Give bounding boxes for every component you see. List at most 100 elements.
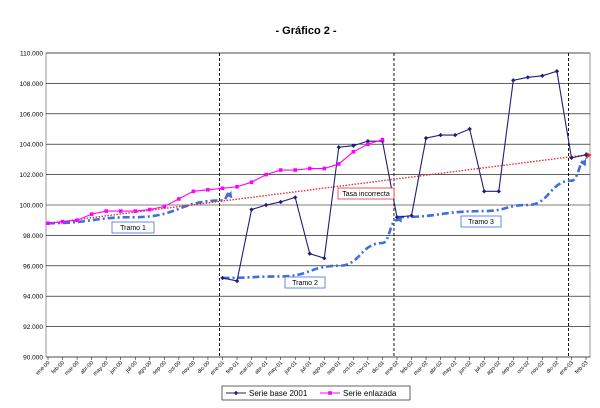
arrowhead-tasa bbox=[585, 151, 592, 160]
tramo2-label: Tramo 2 bbox=[292, 280, 318, 287]
x-tick-label: jun-01 bbox=[283, 360, 299, 376]
data-point bbox=[46, 221, 50, 226]
x-tick-label: jun-02 bbox=[457, 360, 473, 376]
x-tick-label: ene-00 bbox=[35, 360, 51, 376]
data-point bbox=[177, 197, 181, 201]
data-point bbox=[234, 278, 240, 284]
series-line-0 bbox=[222, 70, 587, 282]
legend-label-1: Serie enlazada bbox=[343, 389, 397, 398]
y-tick-label: 110.000 bbox=[20, 51, 43, 58]
data-point bbox=[351, 143, 356, 148]
data-point bbox=[511, 78, 516, 83]
data-point bbox=[496, 189, 501, 194]
legend-box bbox=[221, 385, 411, 401]
data-point bbox=[206, 188, 210, 192]
x-tick-label: ene-03 bbox=[559, 360, 575, 376]
y-tick-label: 90.000 bbox=[23, 355, 43, 362]
data-point bbox=[337, 162, 341, 166]
tramo2-box bbox=[284, 276, 326, 289]
data-point bbox=[380, 137, 385, 142]
x-tick-label: ene-01 bbox=[210, 360, 226, 376]
x-tick-label: sep-00 bbox=[152, 360, 168, 376]
x-tick-label: may-02 bbox=[441, 360, 458, 377]
data-point bbox=[89, 212, 94, 216]
data-point bbox=[249, 207, 254, 212]
data-point bbox=[409, 213, 414, 218]
x-tick-label: jun-00 bbox=[108, 360, 124, 376]
tramo3-label: Tramo 3 bbox=[468, 219, 494, 226]
y-tick-label: 100.000 bbox=[20, 203, 44, 210]
data-point bbox=[278, 168, 283, 172]
data-point bbox=[525, 75, 531, 80]
legend-label-0: Serie base 2001 bbox=[249, 389, 308, 398]
data-point bbox=[336, 145, 342, 150]
data-point bbox=[264, 172, 268, 177]
y-tick-label: 96.000 bbox=[23, 263, 43, 270]
data-point bbox=[322, 166, 327, 171]
y-tick-label: 104.000 bbox=[20, 142, 44, 149]
x-tick-label: ago-02 bbox=[486, 360, 502, 376]
data-point bbox=[104, 209, 108, 213]
tramo1-label: Tramo 1 bbox=[120, 225, 146, 232]
data-point bbox=[569, 155, 574, 161]
data-point bbox=[482, 189, 487, 194]
data-point bbox=[191, 189, 196, 194]
data-point bbox=[322, 256, 327, 261]
data-point bbox=[438, 132, 443, 138]
tasa-incorrecta-label: Tasa incorrecta bbox=[342, 191, 390, 198]
x-tick-label: mar-02 bbox=[413, 360, 430, 377]
trend-curves bbox=[47, 151, 592, 280]
data-point bbox=[467, 126, 472, 132]
series-line-1 bbox=[47, 139, 383, 224]
data-point bbox=[307, 166, 312, 171]
legend-marker-0 bbox=[233, 390, 239, 396]
x-tick-label: mar-01 bbox=[238, 360, 255, 377]
tasa-incorrecta-box bbox=[337, 187, 395, 200]
y-tick-label: 98.000 bbox=[23, 233, 43, 240]
y-tick-label: 106.000 bbox=[20, 111, 44, 118]
data-point bbox=[249, 180, 254, 184]
x-tick-label: ago-01 bbox=[311, 360, 327, 376]
data-point bbox=[351, 150, 356, 154]
data-point bbox=[394, 214, 400, 220]
y-tick-label: 94.000 bbox=[23, 294, 43, 301]
data-point bbox=[278, 199, 283, 205]
x-tick-label: sep-01 bbox=[326, 360, 342, 376]
y-tick-label: 92.000 bbox=[23, 324, 43, 331]
data-point bbox=[366, 142, 370, 146]
legend: Serie base 2001 Serie enlazada bbox=[221, 385, 411, 401]
data-point bbox=[220, 186, 225, 191]
x-tick-label: oct-01 bbox=[342, 360, 357, 375]
data-point bbox=[235, 184, 239, 189]
arrowhead-tramo1 bbox=[225, 191, 233, 199]
data-point bbox=[60, 219, 65, 224]
data-point bbox=[365, 138, 371, 144]
trend-curve-tramo1 bbox=[47, 190, 232, 225]
x-tick-label: nov-00 bbox=[181, 360, 197, 376]
x-tick-label: ago-00 bbox=[137, 360, 153, 376]
gridlines bbox=[46, 52, 590, 358]
tasa-incorrecta-line bbox=[47, 154, 587, 224]
data-point bbox=[75, 218, 79, 222]
x-tick-label: ene-02 bbox=[384, 360, 400, 376]
data-point bbox=[583, 152, 589, 158]
y-tick-label: 102.000 bbox=[20, 172, 44, 179]
data-point bbox=[162, 204, 167, 209]
arrowhead-tramo3 bbox=[579, 159, 586, 167]
y-tick-label: 108.000 bbox=[20, 81, 44, 88]
data-point bbox=[452, 132, 458, 138]
x-tick-label: oct-02 bbox=[516, 360, 531, 375]
data-point bbox=[540, 73, 545, 78]
x-tick-label: sep-02 bbox=[501, 360, 517, 376]
x-tick-label: nov-02 bbox=[530, 360, 546, 376]
data-point bbox=[118, 209, 123, 213]
x-tick-label: nov-01 bbox=[355, 360, 371, 376]
x-tick-label: mar-00 bbox=[64, 360, 81, 377]
data-point bbox=[147, 207, 152, 212]
data-point bbox=[307, 251, 312, 256]
legend-marker-1 bbox=[328, 391, 332, 395]
data-point bbox=[554, 69, 560, 74]
x-tick-label: feb-03 bbox=[574, 360, 589, 375]
section-dividers bbox=[219, 53, 569, 357]
